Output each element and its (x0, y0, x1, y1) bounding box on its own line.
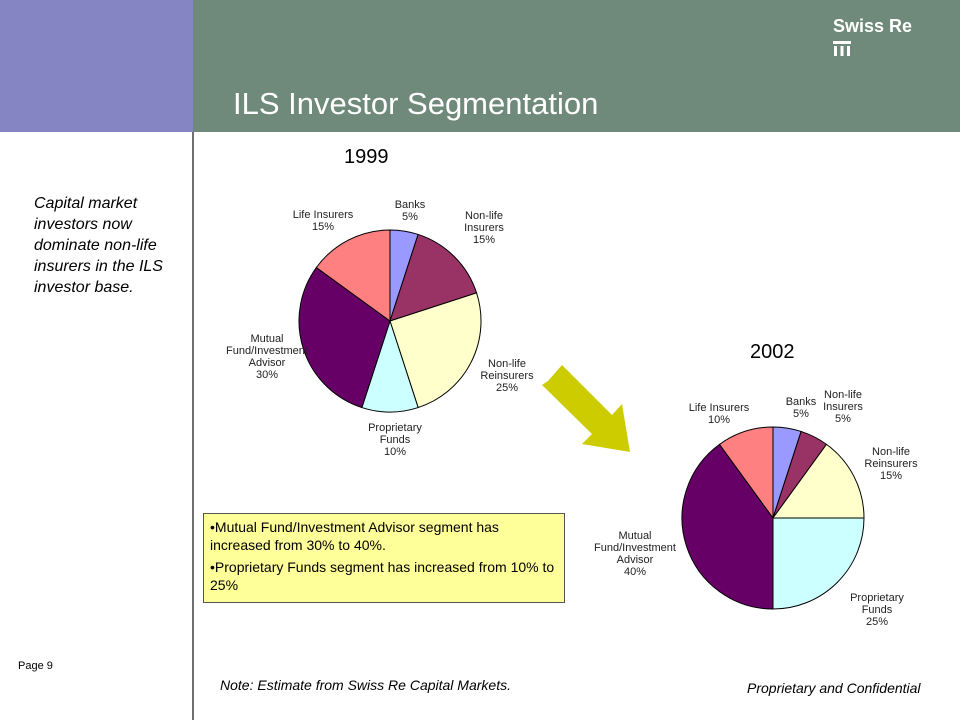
pie-2002: Banks 5%Non-life Insurers 5%Non-life Reinsur… (594, 389, 918, 628)
page-title: ILS Investor Segmentation (233, 86, 599, 121)
slice-label-1999-3: Proprietary Funds 10% (368, 422, 422, 458)
slice-label-1999-1: Non-life Insurers 15% (464, 210, 504, 246)
pie-slice-2002-5 (718, 426, 774, 520)
pie-slice-1999-1 (389, 233, 478, 322)
company-logo: Swiss Re (833, 16, 912, 57)
swiss-re-mark-icon (833, 41, 851, 56)
slice-label-2002-1: Non-life Insurers 5% (823, 389, 863, 425)
divider-line (192, 132, 194, 720)
chart-2002-title: 2002 (750, 341, 795, 363)
summary-text: Capital market investors now dominate no… (34, 195, 163, 296)
pie-slice-2002-2 (772, 443, 865, 519)
page-number: Page 9 (18, 660, 53, 672)
slice-label-1999-5: Life Insurers 15% (293, 209, 354, 233)
callout-bullet-proprietary: •Proprietary Funds segment has increased… (210, 559, 555, 593)
callout-bullet-mutual-fund: •Mutual Fund/Investment Advisor segment … (210, 519, 499, 553)
pie-1999: Banks 5% Non-life Insurers 15% Non-life Reinsu… (226, 199, 534, 458)
slice-label-2002-2: Non-life Reinsurers 15% (864, 446, 918, 482)
slice-label-2002-5: Life Insurers 10% (689, 402, 750, 426)
slice-label-1999-0: Banks 5% (395, 199, 426, 223)
footnote: Note: Estimate from Swiss Re Capital Mar… (220, 677, 511, 693)
logo-text: Swiss Re (833, 16, 913, 36)
transition-arrow-icon (542, 365, 630, 452)
header-accent-block (0, 0, 193, 132)
pie-slice-2002-3 (772, 517, 865, 610)
pie-slice-2002-4 (681, 443, 774, 610)
confidential-notice: Proprietary and Confidential (747, 680, 921, 696)
pie-slice-1999-5 (315, 229, 391, 322)
slice-label-1999-4: Mutual Fund/Investment Advisor 30% (226, 333, 308, 381)
chart-1999-title: 1999 (344, 146, 389, 168)
slice-label-1999-2: Non-life Reinsurers 25% (480, 358, 534, 394)
slice-label-2002-3: Proprietary Funds 25% (850, 592, 904, 628)
header-bar (193, 0, 960, 132)
slice-label-2002-0: Banks 5% (786, 396, 817, 420)
slice-label-2002-4: Mutual Fund/Investment Advisor 40% (594, 530, 676, 578)
pie-slice-1999-2 (389, 292, 482, 409)
pie-slice-1999-4 (298, 266, 391, 409)
highlight-callout: •Mutual Fund/Investment Advisor segment … (203, 513, 565, 603)
